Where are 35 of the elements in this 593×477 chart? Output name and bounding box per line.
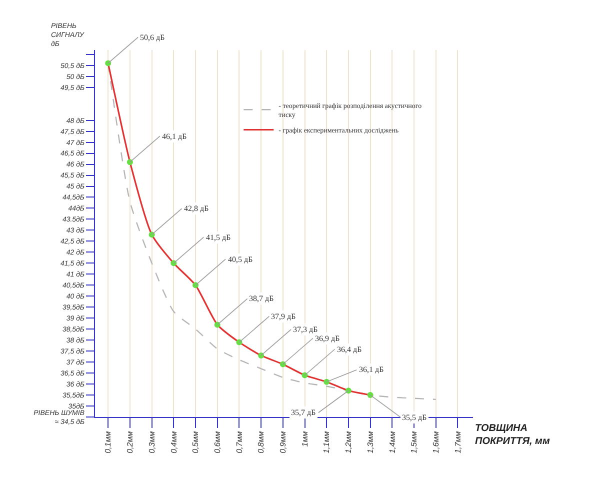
data-label: 40,5 дБ bbox=[228, 255, 254, 264]
x-tick-label: 0,3мм bbox=[147, 430, 156, 454]
data-label: 36,9 дБ bbox=[315, 334, 340, 343]
point bbox=[126, 159, 133, 166]
data-label: 35,7 дБ bbox=[291, 408, 316, 417]
data-label: 38,7 дБ bbox=[249, 294, 274, 303]
data-label: 50,6 дБ bbox=[140, 33, 166, 42]
x-tick-label: 0,1мм bbox=[104, 430, 113, 454]
x-tick-label: 0,8мм bbox=[256, 430, 266, 454]
x-tick-label: 1мм bbox=[300, 430, 310, 447]
x-tick-label: 1,6мм bbox=[431, 430, 440, 454]
data-label: 46,1 дБ bbox=[162, 132, 188, 141]
data-label: 36,4 дБ bbox=[337, 345, 362, 354]
x-tick-label: 1,4мм bbox=[388, 430, 397, 454]
data-label: 42,8 дБ bbox=[184, 204, 210, 213]
data-label: 41,5 дБ bbox=[206, 233, 232, 242]
x-tick-label: 0,6мм bbox=[212, 430, 222, 454]
data-label: 35,5 дБ bbox=[402, 413, 428, 422]
x-tick-label: 1,7мм bbox=[453, 430, 462, 454]
point bbox=[258, 352, 264, 358]
x-tick-label: 1,1мм bbox=[322, 430, 332, 454]
x-axis-title: ТОВЩИНА ПОКРИТТЯ, мм bbox=[475, 423, 550, 447]
data-label: 37,9 дБ bbox=[271, 312, 296, 321]
data-label: 36,1 дБ bbox=[359, 365, 384, 374]
x-tick-label: 0,9мм bbox=[278, 430, 288, 454]
x-tick-label: 0,2мм bbox=[126, 430, 135, 454]
point bbox=[192, 282, 199, 288]
data-label: 37,3 дБ bbox=[293, 325, 318, 334]
x-tick-label: 0,7мм bbox=[234, 430, 244, 454]
x-tick-label: 0,5мм bbox=[191, 430, 200, 454]
x-tick-label: 1,5мм bbox=[410, 430, 419, 454]
x-tick-label: 1,2мм bbox=[344, 430, 354, 454]
x-tick-label: 0,4мм bbox=[169, 430, 178, 454]
point bbox=[367, 392, 374, 398]
x-tick-label: 1,3мм bbox=[366, 430, 375, 454]
